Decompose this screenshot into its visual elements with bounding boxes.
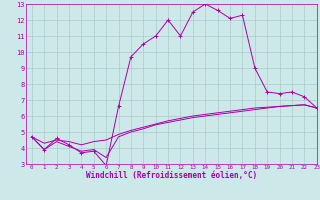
X-axis label: Windchill (Refroidissement éolien,°C): Windchill (Refroidissement éolien,°C) [86, 171, 257, 180]
